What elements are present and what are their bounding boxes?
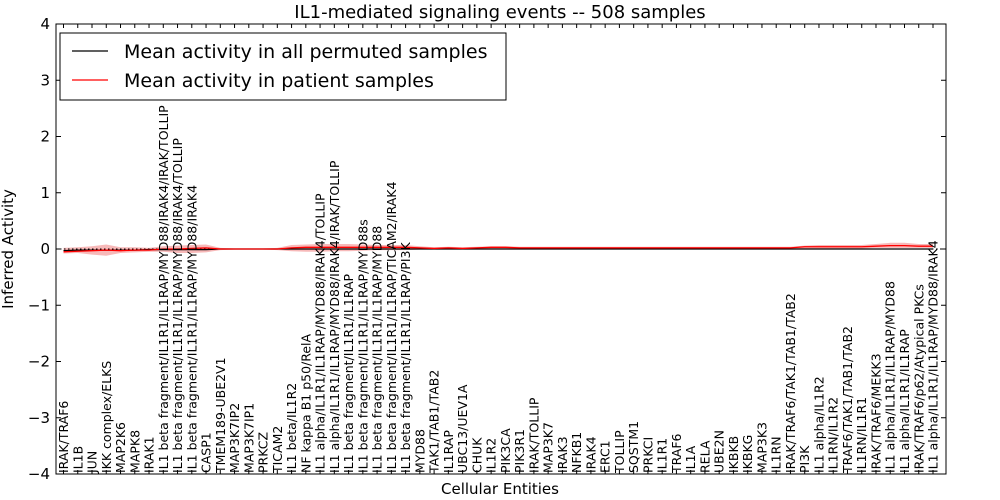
- x-tick-label: IL1 beta fragment/IL1R1/IL1RAP/TICAM2/IR…: [384, 182, 399, 473]
- x-tick-label: JUN: [85, 451, 100, 474]
- y-tick-label: −2: [28, 353, 50, 371]
- x-tick-label: NF kappa B1 p50/RelA: [298, 333, 313, 473]
- x-tick-label: IRAK/TRAF6/MEKK3: [868, 353, 883, 473]
- x-tick-label: IRAK/TOLLIP: [526, 397, 541, 473]
- x-tick-label: IRAK3: [555, 436, 570, 473]
- x-tick-label: IRAK/TRAF6/p62/Atypical PKCs: [911, 284, 926, 473]
- x-tick-label: CASP1: [199, 432, 214, 473]
- x-tick-label: PRKCZ: [256, 432, 271, 473]
- legend-label-patient: Mean activity in patient samples: [124, 70, 434, 92]
- x-tick-label: IL1 beta fragment/IL1R1/IL1RAP/MYD88s: [355, 219, 370, 473]
- x-tick-label: TRAF6/TAK1/TAB1/TAB2: [840, 326, 855, 474]
- x-tick-label: IL1 alpha/IL1R1/IL1RAP/MYD88/IRAK4/IRAK/…: [327, 160, 342, 473]
- x-tick-label: ERC1: [598, 440, 613, 473]
- x-tick-label: CHUK: [469, 437, 484, 473]
- plot-area: −4 −3 −2 −1 0 1 2 3 4 IRAK/TRAF6 IL1B JUN IKK comple…: [28, 15, 947, 483]
- x-tick-label: IKBKB: [726, 436, 741, 473]
- legend-box: [59, 32, 507, 101]
- x-tick-label: TRAF6: [669, 433, 684, 474]
- x-tick-label: NFKB1: [569, 432, 584, 473]
- x-tick-label: IL1 beta fragment/IL1R1/IL1RAP/MYD88/IRA…: [184, 185, 199, 473]
- x-tick-label: MYD88: [412, 429, 427, 473]
- y-tick-label: −3: [28, 409, 50, 427]
- x-tick-label: IL1 beta/IL1R2: [284, 383, 299, 473]
- x-tick-label: IL1R1: [655, 438, 670, 473]
- x-tick-label: IL1RAP: [441, 430, 456, 473]
- x-tick-label: UBE2N: [712, 430, 727, 473]
- x-tick-label: IRAK/TRAF6: [56, 401, 71, 473]
- x-tick-label: UBC13/UEV1A: [455, 384, 470, 473]
- y-tick-label: 3: [40, 71, 50, 89]
- x-axis-label: Cellular Entities: [441, 480, 559, 498]
- x-tick-label: IL1 beta fragment/IL1R1/IL1RAP/PI3K: [398, 242, 413, 473]
- x-tick-label: MAP3K3: [754, 422, 769, 473]
- x-tick-label: MAP3K7: [541, 422, 556, 473]
- x-tick-label: RELA: [697, 440, 712, 473]
- x-tick-label: IL1 alpha/IL1R1/IL1RAP/MYD88: [883, 281, 898, 473]
- x-tick-label: IKK complex/ELKS: [99, 361, 114, 473]
- x-tick-label: MAP3K7IP1: [241, 403, 256, 473]
- series-line-permuted: [63, 248, 933, 252]
- x-tick-label: IL1R2: [484, 438, 499, 473]
- x-tick-label: PI3K: [797, 445, 812, 473]
- x-tick-label: TAK1/TAB1/TAB2: [427, 370, 442, 474]
- x-tick-label: TMEM189-UBE2V1: [213, 357, 228, 474]
- chart-title: IL1-mediated signaling events -- 508 sam…: [294, 2, 705, 23]
- x-tick-label: IL1 beta fragment/IL1R1/IL1RAP/MYD88: [370, 226, 385, 473]
- legend: Mean activity in all permuted samples Me…: [59, 32, 507, 101]
- x-tick-label: PIK3CA: [498, 428, 513, 473]
- x-tick-label: MAP2K6: [113, 422, 128, 473]
- y-tick-label: −4: [28, 465, 50, 483]
- y-tick-label: 0: [40, 240, 50, 258]
- x-tick-label: IRAK4: [583, 436, 598, 473]
- x-tick-label: IL1 alpha/IL1R1/IL1RAP/MYD88/IRAK4: [926, 240, 941, 473]
- x-tick-label: IL1 beta fragment/IL1R1/IL1RAP: [341, 273, 356, 473]
- x-tick-label: IL1 alpha/IL1R1/IL1RAP: [897, 329, 912, 473]
- y-tick-label: 2: [40, 128, 50, 146]
- x-tick-label: IL1 alpha/IL1R1/IL1RAP/MYD88/IRAK4/TOLLI…: [313, 193, 328, 473]
- x-tick-label: IL1RN/IL1R2: [826, 397, 841, 473]
- x-tick-label: IRAK1: [142, 436, 157, 473]
- x-tick-label: IL1RN: [769, 436, 784, 473]
- x-tick-label: PIK3R1: [512, 429, 527, 473]
- x-tick-label: PRKCI: [640, 437, 655, 473]
- x-tick-label: IL1A: [683, 445, 698, 473]
- x-tick-label: IL1RN/IL1R1: [854, 397, 869, 473]
- x-tick-label: TICAM2: [270, 426, 285, 474]
- y-tick-label: 1: [40, 184, 50, 202]
- x-tick-label: IKBKG: [740, 435, 755, 473]
- x-tick-label: MAP3K7IP2: [227, 403, 242, 473]
- x-tick-label: IL1 beta fragment/IL1R1/IL1RAP/MYD88/IRA…: [156, 105, 171, 473]
- x-tick-label: IL1 alpha/IL1R2: [811, 376, 826, 473]
- series-line-patient: [63, 244, 933, 253]
- y-tick-label: −1: [28, 296, 50, 314]
- legend-label-permuted: Mean activity in all permuted samples: [124, 41, 487, 63]
- x-tick-label: TOLLIP: [612, 430, 627, 474]
- x-tick-label: IL1 beta fragment/IL1R1/IL1RAP/MYD88/IRA…: [170, 138, 185, 473]
- y-tick-label: 4: [40, 15, 50, 33]
- x-tick-label: IL1B: [70, 446, 85, 473]
- x-tick-label: SQSTM1: [626, 421, 641, 473]
- x-tick-label: MAPK8: [127, 430, 142, 473]
- x-tick-label: IRAK/TRAF6/TAK1/TAB1/TAB2: [783, 293, 798, 473]
- y-axis-label: Inferred Activity: [0, 189, 17, 309]
